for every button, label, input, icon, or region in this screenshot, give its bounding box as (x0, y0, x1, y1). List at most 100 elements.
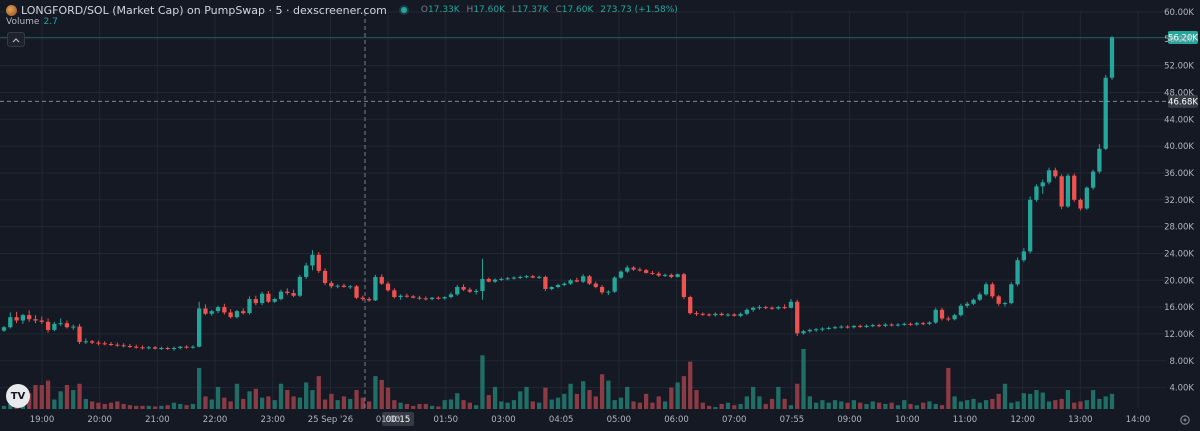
candle-body (593, 283, 598, 287)
tradingview-logo: TV (6, 384, 30, 408)
volume-bar (71, 390, 76, 409)
volume-bar (744, 396, 750, 409)
collapse-legend-button[interactable] (7, 32, 25, 47)
volume-bar (480, 355, 485, 409)
crosshair-price-label: 46.68K (1168, 97, 1198, 107)
candle-body (788, 301, 794, 308)
volume-bar (599, 374, 605, 409)
ohlc-close-label: C (555, 5, 562, 15)
candle-body (801, 331, 806, 334)
volume-bar (832, 400, 838, 409)
candle-body (751, 307, 756, 310)
candle-body (20, 315, 26, 321)
volume-bar (908, 403, 913, 409)
candle-body (706, 314, 712, 316)
x-tick-label: 07:00 (722, 415, 747, 425)
y-tick-label: 8.00K (1170, 357, 1195, 367)
candle-body (436, 297, 441, 299)
candle-body (461, 286, 466, 290)
candle-body (958, 305, 964, 316)
candle-body (134, 346, 139, 348)
volume-bar (1046, 401, 1052, 409)
candle-body (1072, 175, 1077, 200)
volume-bar (851, 400, 857, 409)
y-tick-label: 32.00K (1164, 196, 1194, 206)
candle-body (599, 286, 605, 293)
candle-body (524, 276, 529, 278)
volume-bar (1, 405, 7, 409)
volume-bar (826, 402, 831, 409)
chevron-up-icon (12, 37, 20, 42)
candle-body (1021, 251, 1027, 261)
candle-body (713, 313, 718, 316)
volume-bar (461, 400, 466, 409)
volume-bar (115, 401, 120, 409)
volume-bar (1034, 390, 1039, 409)
volume-bar (1028, 393, 1033, 409)
volume-bar (58, 391, 63, 409)
candle-body (952, 315, 957, 320)
gear-icon[interactable] (1179, 414, 1191, 426)
candle-body (618, 271, 624, 278)
volume-bar (77, 383, 82, 409)
volume-bar (366, 401, 372, 409)
volume-bar (631, 401, 636, 409)
candle-body (725, 314, 731, 316)
volume-bar (813, 402, 819, 409)
volume-bar (1015, 401, 1020, 409)
volume-bar (719, 403, 724, 409)
x-tick-label: 25 Sep '26 (308, 415, 353, 425)
volume-bar (89, 401, 95, 409)
candle-body (965, 303, 970, 306)
x-tick-label: 07:55 (780, 415, 805, 425)
volume-bar (1084, 400, 1089, 409)
volume-bar (171, 402, 177, 409)
token-icon (6, 4, 17, 16)
volume-legend: Volume 2.7 (6, 17, 58, 27)
candle-body (247, 299, 252, 314)
volume-bar (423, 403, 428, 409)
volume-bar (920, 402, 926, 409)
candle-body (1103, 77, 1108, 149)
volume-bar (650, 402, 655, 409)
candle-body (392, 290, 397, 298)
volume-bar (939, 405, 945, 409)
volume-bar (285, 390, 290, 409)
volume-bar (455, 393, 460, 409)
candle-body (442, 297, 447, 299)
candle-body (209, 311, 214, 314)
x-tick-label: 13:00 (1068, 415, 1093, 425)
candle-body (499, 278, 504, 280)
volume-bar (769, 398, 775, 409)
candle-body (423, 298, 428, 300)
volume-bar (492, 386, 498, 409)
x-tick-label: 12:00 (1010, 415, 1035, 425)
volume-bar (404, 403, 410, 409)
y-tick-label: 4.00K (1170, 384, 1195, 394)
volume-bar (152, 406, 158, 409)
candle-body (1046, 170, 1052, 183)
volume-bar (965, 400, 970, 409)
volume-bar (436, 406, 441, 409)
volume-bar (373, 376, 378, 409)
volume-bar (688, 361, 693, 409)
volume-bar (102, 403, 107, 409)
volume-bar (354, 390, 359, 409)
volume-bar (669, 387, 674, 409)
volume-bar (895, 405, 901, 409)
candle-body (977, 294, 982, 300)
volume-label: Volume (6, 17, 40, 27)
volume-bar (505, 402, 510, 409)
volume-bar (694, 390, 699, 409)
candle-body (448, 294, 454, 298)
volume-bar (706, 405, 712, 409)
x-tick-label: 23:00 (260, 415, 285, 425)
volume-bar (266, 396, 271, 409)
volume-bar (511, 400, 517, 409)
volume-bar (562, 393, 567, 409)
volume-bar (568, 383, 573, 409)
y-tick-label: 20.00K (1164, 276, 1194, 286)
candle-body (939, 309, 945, 319)
